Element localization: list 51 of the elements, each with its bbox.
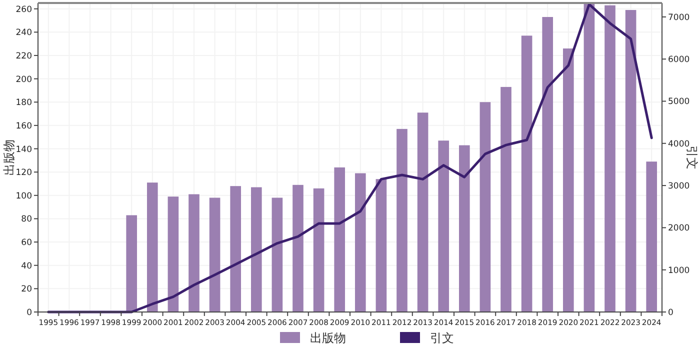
bar	[542, 16, 554, 312]
bar	[250, 187, 262, 312]
bar	[396, 128, 408, 312]
legend-label: 出版物	[310, 331, 346, 345]
y-tick-label: 200	[16, 74, 32, 85]
bar	[209, 198, 220, 312]
bar	[584, 3, 595, 312]
line-series	[47, 3, 653, 314]
y-tick-label: 0	[26, 308, 32, 318]
bar	[438, 140, 450, 312]
y-tick-label: 120	[16, 168, 32, 178]
bar	[292, 184, 304, 312]
legend-label: 引文	[430, 331, 454, 345]
y-tick-label: 80	[21, 214, 32, 225]
y2-tick-label: 6000	[668, 55, 690, 66]
bar	[334, 167, 346, 312]
y-axis-title: 出版物	[2, 140, 16, 176]
bar	[146, 182, 158, 312]
bar	[313, 188, 324, 312]
y2-tick-label: 1000	[668, 266, 690, 276]
bar	[562, 48, 574, 312]
y-tick-label: 20	[21, 284, 32, 295]
bar	[458, 145, 470, 312]
bar	[230, 186, 242, 312]
y2-tick-label: 5000	[668, 97, 690, 108]
bar	[480, 102, 491, 312]
bar	[126, 215, 138, 312]
y-tick-label: 260	[16, 4, 32, 15]
y2-tick-label: 7000	[668, 12, 690, 23]
bar	[646, 162, 658, 312]
y2-tick-label: 2000	[668, 224, 690, 234]
bar	[604, 5, 616, 312]
bar	[500, 86, 512, 312]
y-tick-label: 140	[16, 144, 32, 155]
y-tick-label: 160	[16, 121, 32, 132]
bar	[376, 179, 387, 312]
y-tick-label: 240	[16, 28, 32, 38]
y2-tick-label: 3000	[668, 182, 690, 192]
bar	[354, 173, 366, 312]
y2-tick-label: 0	[668, 308, 674, 318]
y-tick-label: 40	[21, 261, 32, 272]
bar	[521, 36, 532, 312]
bar	[168, 196, 179, 312]
y-tick-label: 180	[16, 98, 32, 108]
bar	[272, 198, 283, 312]
bar	[188, 194, 200, 312]
y-tick-label: 220	[16, 51, 32, 62]
y-tick-label: 100	[16, 191, 32, 202]
bar	[625, 10, 636, 312]
y-tick-label: 60	[21, 238, 32, 248]
bar	[417, 112, 428, 312]
